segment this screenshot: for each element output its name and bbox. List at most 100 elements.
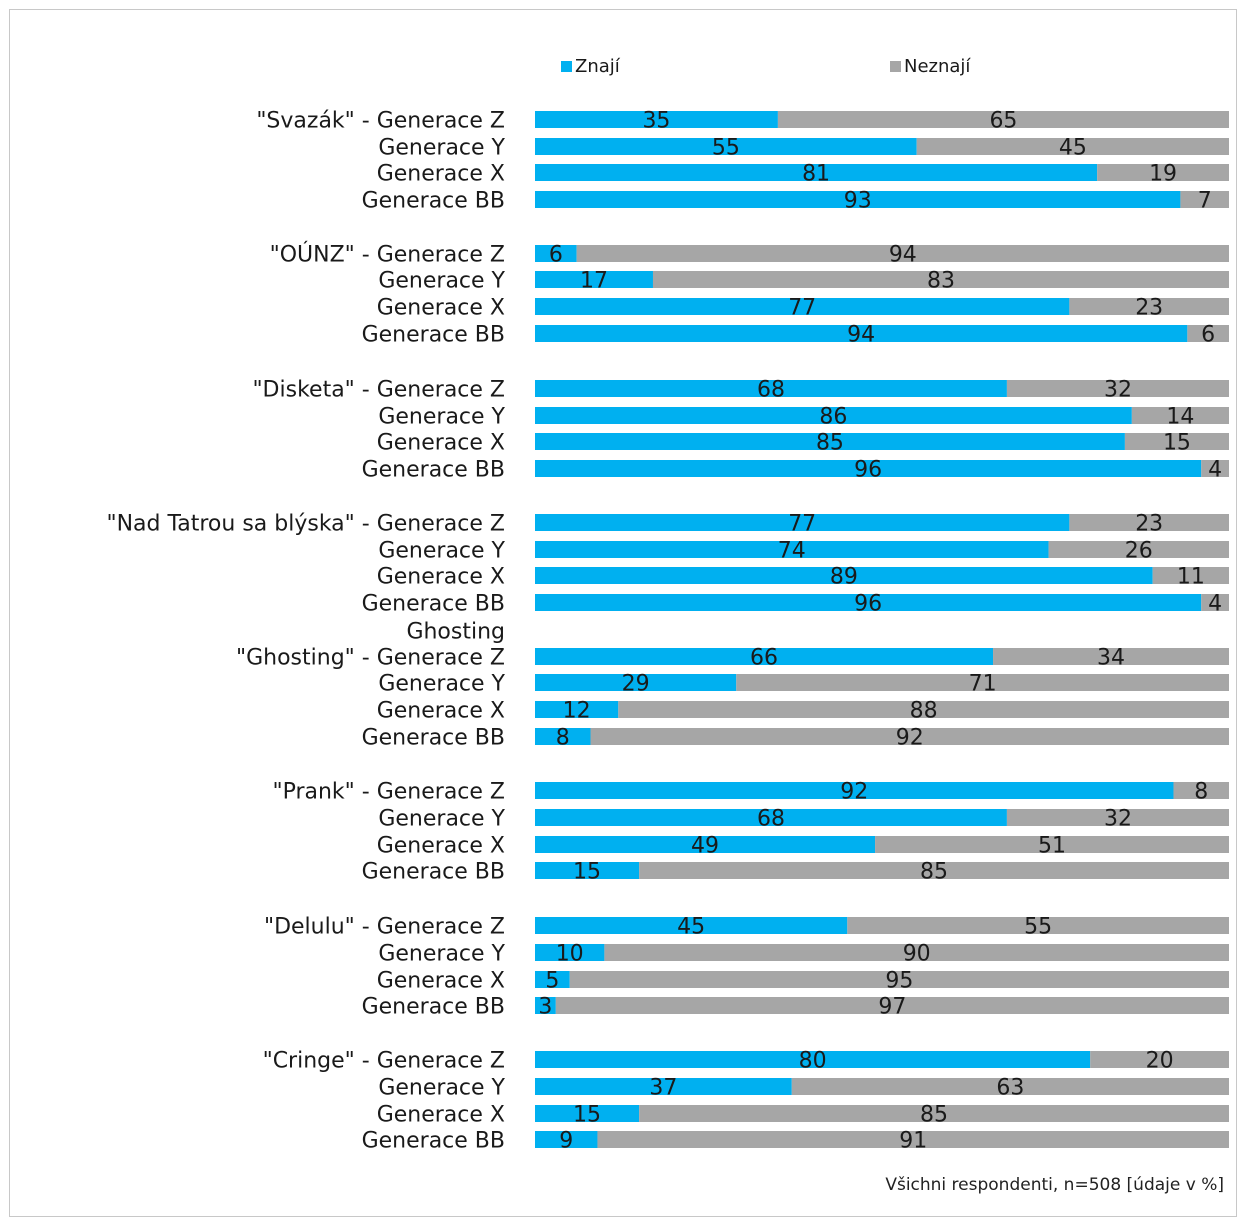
data-label-znaji: 35 bbox=[642, 109, 670, 134]
bar-znaji bbox=[535, 298, 1070, 315]
bar-neznaji bbox=[1131, 407, 1229, 424]
data-label-neznaji: 4 bbox=[1208, 592, 1222, 617]
legend-label-neznaji: Neznají bbox=[904, 55, 971, 77]
data-label-znaji: 77 bbox=[788, 296, 816, 321]
bar-znaji bbox=[535, 971, 570, 988]
bar-neznaji bbox=[1152, 567, 1229, 584]
data-label-neznaji: 32 bbox=[1104, 378, 1132, 403]
data-label-znaji: 80 bbox=[799, 1049, 827, 1074]
data-label-znaji: 74 bbox=[778, 539, 806, 564]
bar-znaji bbox=[535, 809, 1007, 826]
bar-znaji bbox=[535, 944, 605, 961]
row-label: "Svazák" - Generace Z bbox=[256, 109, 505, 134]
data-label-znaji: 8 bbox=[556, 726, 570, 751]
bar-znaji bbox=[535, 836, 876, 853]
bar-neznaji bbox=[1187, 325, 1229, 342]
legend-item-neznaji: Neznají bbox=[890, 54, 970, 78]
row-label: "Ghosting" - Generace Z bbox=[236, 646, 505, 671]
data-label-neznaji: 15 bbox=[1163, 431, 1191, 456]
bar-znaji bbox=[535, 380, 1007, 397]
bar-neznaji bbox=[569, 971, 1229, 988]
bar-znaji bbox=[535, 164, 1098, 181]
bar-neznaji bbox=[639, 1105, 1229, 1122]
bar-znaji bbox=[535, 594, 1202, 611]
row-label: Generace BB bbox=[362, 860, 505, 885]
chart-frame: Znají Neznají "Svazák" - Generace Z 35 65 G… bbox=[9, 9, 1237, 1217]
row-label: Generace X bbox=[377, 565, 505, 590]
row-label: Generace X bbox=[377, 969, 505, 994]
bar-znaji bbox=[535, 138, 917, 155]
bar-znaji bbox=[535, 460, 1202, 477]
bar-znaji bbox=[535, 1078, 792, 1095]
data-label-znaji: 96 bbox=[854, 458, 882, 483]
bar-znaji bbox=[535, 325, 1188, 342]
data-label-znaji: 10 bbox=[556, 942, 584, 967]
data-label-neznaji: 91 bbox=[899, 1129, 927, 1154]
legend-swatch-neznaji bbox=[890, 60, 901, 72]
data-label-neznaji: 4 bbox=[1208, 458, 1222, 483]
bar-neznaji bbox=[652, 271, 1229, 288]
data-label-neznaji: 14 bbox=[1166, 405, 1194, 430]
bar-znaji bbox=[535, 1051, 1091, 1068]
data-label-znaji: 12 bbox=[563, 699, 591, 724]
bar-znaji bbox=[535, 111, 778, 128]
bar-znaji bbox=[535, 191, 1181, 208]
footnote: Všichni respondenti, n=508 [údaje v %] bbox=[885, 1175, 1224, 1195]
data-label-znaji: 94 bbox=[847, 323, 875, 348]
data-label-neznaji: 51 bbox=[1038, 834, 1066, 859]
row-label: "Disketa" - Generace Z bbox=[252, 378, 505, 403]
row-label: Generace X bbox=[377, 834, 505, 859]
bar-neznaji bbox=[604, 944, 1229, 961]
legend-item-znaji: Znají bbox=[561, 54, 620, 78]
bar-neznaji bbox=[1069, 514, 1229, 531]
bar-neznaji bbox=[875, 836, 1229, 853]
data-label-neznaji: 26 bbox=[1125, 539, 1153, 564]
data-label-neznaji: 19 bbox=[1149, 162, 1177, 187]
data-label-neznaji: 55 bbox=[1024, 915, 1052, 940]
data-label-neznaji: 63 bbox=[996, 1076, 1024, 1101]
row-label: "Delulu" - Generace Z bbox=[264, 915, 505, 940]
data-label-znaji: 9 bbox=[559, 1129, 573, 1154]
bar-znaji bbox=[535, 245, 577, 262]
bar-znaji bbox=[535, 407, 1132, 424]
data-label-znaji: 92 bbox=[840, 780, 868, 805]
data-label-neznaji: 23 bbox=[1135, 512, 1163, 537]
data-label-znaji: 15 bbox=[573, 860, 601, 885]
bar-neznaji bbox=[1201, 460, 1229, 477]
row-label: "OÚNZ" - Generace Z bbox=[270, 242, 505, 268]
bar-neznaji bbox=[576, 245, 1229, 262]
legend-swatch-znaji bbox=[561, 60, 572, 72]
row-label: Generace BB bbox=[362, 995, 505, 1020]
row-label: Generace Y bbox=[378, 269, 505, 294]
bar-neznaji bbox=[1173, 782, 1229, 799]
data-label-neznaji: 85 bbox=[920, 1103, 948, 1128]
data-label-znaji: 45 bbox=[677, 915, 705, 940]
bar-neznaji bbox=[993, 648, 1229, 665]
row-label: Generace Y bbox=[378, 136, 505, 161]
data-label-neznaji: 94 bbox=[889, 243, 917, 268]
bar-neznaji bbox=[1097, 164, 1229, 181]
data-label-neznaji: 88 bbox=[910, 699, 938, 724]
data-label-znaji: 96 bbox=[854, 592, 882, 617]
data-label-znaji: 89 bbox=[830, 565, 858, 590]
data-label-neznaji: 83 bbox=[927, 269, 955, 294]
data-label-znaji: 17 bbox=[580, 269, 608, 294]
bar-neznaji bbox=[597, 1131, 1229, 1148]
bar-znaji bbox=[535, 514, 1070, 531]
bar-znaji bbox=[535, 433, 1125, 450]
data-label-neznaji: 23 bbox=[1135, 296, 1163, 321]
data-label-neznaji: 11 bbox=[1177, 565, 1205, 590]
row-label: Generace Y bbox=[378, 539, 505, 564]
bar-znaji bbox=[535, 1131, 598, 1148]
data-label-znaji: 66 bbox=[750, 646, 778, 671]
bar-znaji bbox=[535, 782, 1174, 799]
row-label: Generace BB bbox=[362, 592, 505, 617]
bar-neznaji bbox=[1090, 1051, 1229, 1068]
bar-neznaji bbox=[791, 1078, 1229, 1095]
bar-znaji bbox=[535, 728, 591, 745]
data-label-neznaji: 32 bbox=[1104, 807, 1132, 832]
data-label-neznaji: 90 bbox=[903, 942, 931, 967]
bar-neznaji bbox=[590, 728, 1229, 745]
data-label-znaji: 77 bbox=[788, 512, 816, 537]
